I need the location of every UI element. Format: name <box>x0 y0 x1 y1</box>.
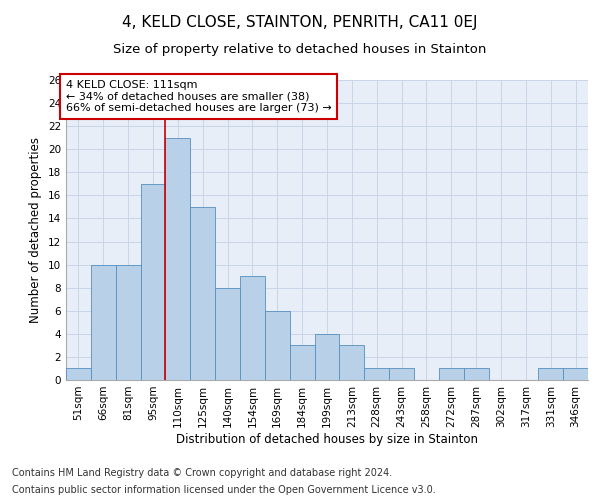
Bar <box>364 368 389 380</box>
Bar <box>91 264 116 380</box>
Text: Size of property relative to detached houses in Stainton: Size of property relative to detached ho… <box>113 42 487 56</box>
Bar <box>215 288 240 380</box>
Bar <box>265 311 290 380</box>
Bar <box>389 368 414 380</box>
Bar <box>563 368 588 380</box>
Text: 4 KELD CLOSE: 111sqm
← 34% of detached houses are smaller (38)
66% of semi-detac: 4 KELD CLOSE: 111sqm ← 34% of detached h… <box>66 80 332 113</box>
Text: Contains public sector information licensed under the Open Government Licence v3: Contains public sector information licen… <box>12 485 436 495</box>
X-axis label: Distribution of detached houses by size in Stainton: Distribution of detached houses by size … <box>176 432 478 446</box>
Bar <box>314 334 340 380</box>
Bar <box>290 346 314 380</box>
Bar <box>166 138 190 380</box>
Bar <box>439 368 464 380</box>
Bar <box>66 368 91 380</box>
Y-axis label: Number of detached properties: Number of detached properties <box>29 137 43 323</box>
Bar <box>240 276 265 380</box>
Text: 4, KELD CLOSE, STAINTON, PENRITH, CA11 0EJ: 4, KELD CLOSE, STAINTON, PENRITH, CA11 0… <box>122 15 478 30</box>
Bar <box>340 346 364 380</box>
Bar <box>140 184 166 380</box>
Bar <box>464 368 488 380</box>
Bar <box>190 207 215 380</box>
Text: Contains HM Land Registry data © Crown copyright and database right 2024.: Contains HM Land Registry data © Crown c… <box>12 468 392 477</box>
Bar <box>538 368 563 380</box>
Bar <box>116 264 140 380</box>
